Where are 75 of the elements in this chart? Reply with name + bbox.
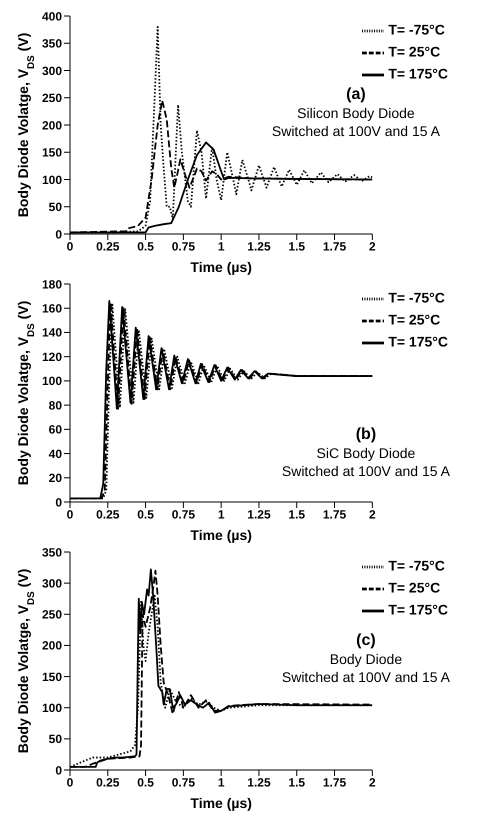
legend-label: T= 25°C (388, 580, 440, 596)
y-tick-label: 250 (42, 91, 62, 106)
x-tick-label: 1 (218, 776, 225, 790)
x-tick-label: 1.75 (322, 240, 347, 254)
annotation: (c) (355, 632, 377, 650)
x-tick-label: 0.75 (172, 776, 196, 790)
y-tick-label: 20 (48, 471, 62, 486)
y-tick-label: 160 (42, 301, 62, 316)
y-tick-label: 80 (48, 398, 62, 412)
annotation: Switched at 100V and 15 A (272, 122, 440, 140)
x-axis-title: Time (µs) (190, 527, 252, 543)
annotation: Switched at 100V and 15 A (282, 668, 450, 686)
x-tick-label: 0.25 (96, 508, 120, 522)
y-tick-label: 180 (42, 277, 62, 292)
x-tick-label: 2 (368, 508, 376, 522)
x-tick-label: 0.75 (172, 508, 196, 522)
legend-label: T= 175°C (388, 602, 448, 618)
x-tick-label: 1.5 (288, 508, 306, 522)
x-tick-label: 1.75 (322, 776, 347, 790)
y-tick-label: 0 (55, 763, 62, 778)
annotation: Switched at 100V and 15 A (282, 462, 450, 480)
x-tick-label: 0 (66, 776, 74, 790)
x-tick-label: 1.5 (288, 240, 306, 254)
x-axis-title: Time (µs) (190, 259, 252, 275)
legend-label: T= 25°C (388, 312, 440, 328)
y-tick-label: 100 (42, 374, 62, 388)
y-tick-label: 400 (42, 9, 62, 24)
annotation: SiC Body Diode (316, 444, 416, 462)
y-tick-label: 250 (42, 608, 62, 622)
annotation: (a) (345, 86, 367, 104)
y-tick-label: 40 (48, 446, 62, 461)
y-tick-label: 120 (42, 350, 62, 364)
y-tick-label: 150 (42, 146, 62, 160)
y-tick-label: 350 (42, 36, 62, 51)
x-tick-label: 0.5 (137, 240, 154, 254)
legend-label: T= -75°C (388, 290, 445, 306)
x-tick-label: 1.75 (322, 508, 347, 522)
y-tick-label: 100 (42, 700, 62, 715)
x-tick-label: 0.25 (96, 240, 120, 254)
x-tick-label: 0.25 (96, 776, 120, 790)
x-tick-label: 1 (218, 508, 225, 522)
legend-label: T= 25°C (388, 44, 440, 60)
annotation: (b) (354, 426, 378, 444)
y-tick-label: 50 (48, 732, 62, 746)
x-tick-label: 1.25 (247, 508, 271, 522)
x-tick-label: 1 (218, 240, 225, 254)
y-tick-label: 60 (48, 422, 62, 437)
legend-label: T= -75°C (388, 22, 445, 38)
annotation: Silicon Body Diode (296, 104, 416, 122)
x-axis-title: Time (µs) (190, 795, 252, 811)
legend-label: T= 175°C (388, 334, 448, 350)
x-tick-label: 0.5 (137, 508, 154, 522)
y-tick-label: 200 (42, 638, 62, 653)
x-tick-label: 1.25 (247, 240, 271, 254)
y-tick-label: 300 (42, 64, 62, 78)
x-tick-label: 0 (66, 508, 74, 522)
y-tick-label: 140 (42, 326, 62, 340)
y-tick-label: 350 (42, 545, 62, 560)
y-tick-label: 100 (42, 172, 62, 187)
annotation: Body Diode (328, 650, 404, 668)
y-tick-label: 300 (42, 576, 62, 590)
y-tick-label: 0 (55, 227, 62, 242)
x-tick-label: 2 (368, 776, 376, 790)
x-tick-label: 0 (66, 240, 74, 254)
legend-label: T= -75°C (388, 558, 445, 574)
y-tick-label: 0 (55, 495, 62, 510)
x-tick-label: 2 (368, 240, 376, 254)
y-tick-label: 50 (48, 200, 62, 214)
x-tick-label: 1.5 (288, 776, 306, 790)
x-tick-label: 1.25 (247, 776, 271, 790)
y-tick-label: 200 (42, 118, 62, 132)
x-tick-label: 0.75 (172, 240, 196, 254)
y-tick-label: 150 (42, 670, 62, 684)
legend-label: T= 175°C (388, 66, 448, 82)
x-tick-label: 0.5 (137, 776, 154, 790)
